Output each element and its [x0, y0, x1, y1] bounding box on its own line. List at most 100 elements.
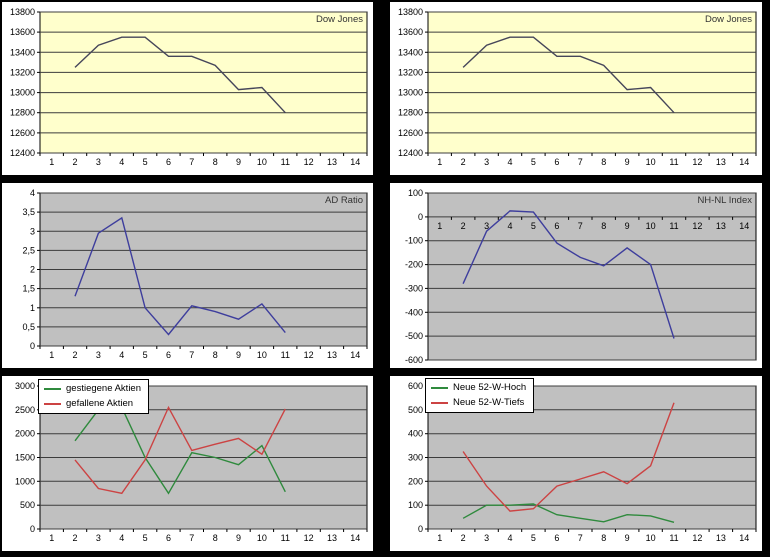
- x-tick-label: 1: [49, 533, 54, 543]
- x-tick-label: 3: [484, 157, 489, 167]
- x-tick-label: 14: [739, 533, 749, 543]
- y-tick-label: 200: [408, 476, 423, 486]
- legend-label: Neue 52-W-Hoch: [453, 382, 527, 393]
- x-tick-label: 9: [625, 157, 630, 167]
- chart-title: NH-NL Index: [697, 195, 752, 206]
- y-tick-label: 13800: [10, 7, 35, 17]
- plot-area: [427, 192, 757, 361]
- chart-title: AD Ratio: [324, 195, 363, 206]
- x-tick-label: 11: [281, 533, 290, 543]
- series-line-dow-jones: [74, 36, 286, 114]
- x-tick-label: 12: [304, 157, 314, 167]
- x-tick-label: 9: [236, 157, 241, 167]
- y-tick-label: 300: [408, 453, 423, 463]
- y-tick-label: 100: [408, 188, 423, 198]
- x-tick-label: 7: [189, 533, 194, 543]
- x-tick-label: 5: [143, 157, 148, 167]
- chart-title: Dow Jones: [705, 14, 752, 25]
- y-tick-label: 0: [30, 341, 35, 351]
- x-tick-label: 10: [257, 350, 267, 360]
- legend-item-neue-52w-hoch: Neue 52-W-Hoch: [431, 381, 526, 394]
- x-tick-label: 5: [143, 533, 148, 543]
- x-tick-label: 3: [96, 350, 101, 360]
- x-tick-label: 7: [189, 157, 194, 167]
- y-tick-label: 500: [20, 500, 35, 510]
- y-tick-label: 12800: [398, 108, 423, 118]
- x-tick-label: 7: [578, 533, 583, 543]
- x-tick-label: 11: [669, 221, 678, 231]
- y-tick-label: -500: [405, 331, 423, 341]
- y-tick-label: 13600: [398, 27, 423, 37]
- y-tick-label: 2500: [15, 405, 35, 415]
- y-tick-label: 0,5: [22, 322, 35, 332]
- y-tick-label: 12600: [10, 128, 35, 138]
- x-tick-label: 3: [96, 533, 101, 543]
- x-tick-label: 12: [692, 157, 702, 167]
- series-line-neue-52-w-tiefs: [462, 402, 675, 512]
- legend-line-swatch: [44, 387, 61, 390]
- x-tick-label: 9: [625, 533, 630, 543]
- x-tick-label: 10: [646, 533, 656, 543]
- x-tick-label: 1: [437, 533, 442, 543]
- y-tick-label: 3: [30, 226, 35, 236]
- dow-jones-left-plot: 13800 13600 13400 13200 13000 12800 12600 12400…: [10, 7, 368, 167]
- legend-item-neue-52w-tiefs: Neue 52-W-Tiefs: [431, 396, 526, 409]
- x-tick-label: 2: [461, 533, 466, 543]
- y-tick-label: 13200: [10, 67, 35, 77]
- series-line-gefallene-aktien: [74, 405, 286, 495]
- x-tick-label: 7: [578, 221, 583, 231]
- y-tick-label: -300: [405, 283, 423, 293]
- y-tick-label: 1,5: [22, 284, 35, 294]
- x-tick-label: 11: [669, 157, 678, 167]
- x-tick-label: 5: [143, 350, 148, 360]
- y-tick-label: 13000: [398, 88, 423, 98]
- y-tick-label: -200: [405, 260, 423, 270]
- series-line-nh-nl-index: [462, 210, 675, 339]
- x-tick-label: 6: [166, 157, 171, 167]
- chart-panel-dow-jones-right: 13800 13600 13400 13200 13000 12800 12600 12400…: [390, 2, 762, 175]
- x-tick-label: 6: [554, 157, 559, 167]
- x-tick-label: 7: [189, 350, 194, 360]
- chart-panel-52w-hoch-tiefs: 600 500 400 300 200 100 0 1 2 3 4 5 6 7 8 9 10 11 12 13 14 N…: [390, 376, 762, 551]
- legend-item-gestiegene-aktien: gestiegene Aktien: [44, 382, 141, 395]
- legend: Neue 52-W-Hoch Neue 52-W-Tiefs: [425, 378, 535, 413]
- y-tick-label: 2000: [15, 429, 35, 439]
- x-tick-label: 4: [507, 221, 512, 231]
- dow-jones-right-plot: 13800 13600 13400 13200 13000 12800 12600 12400…: [398, 7, 757, 167]
- y-tick-label: 12400: [10, 148, 35, 158]
- y-tick-label: 0: [418, 524, 423, 534]
- x-tick-label: 8: [601, 221, 606, 231]
- legend-label: gefallene Aktien: [66, 398, 134, 409]
- y-tick-label: 2,5: [22, 245, 35, 255]
- x-tick-label: 2: [461, 221, 466, 231]
- x-tick-label: 8: [213, 157, 218, 167]
- y-tick-label: 3000: [15, 381, 35, 391]
- x-tick-label: 14: [350, 350, 360, 360]
- legend-label: gestiegene Aktien: [66, 383, 142, 394]
- y-tick-label: 13400: [398, 47, 423, 57]
- x-tick-label: 8: [601, 157, 606, 167]
- chart-title: Dow Jones: [316, 14, 363, 25]
- x-tick-label: 1: [437, 157, 442, 167]
- x-tick-label: 12: [304, 533, 314, 543]
- y-tick-label: 100: [408, 500, 423, 510]
- x-tick-label: 7: [578, 157, 583, 167]
- x-tick-label: 14: [350, 157, 360, 167]
- x-tick-label: 5: [531, 157, 536, 167]
- x-tick-label: 13: [327, 157, 337, 167]
- y-tick-label: 1: [30, 303, 35, 313]
- x-tick-label: 9: [236, 533, 241, 543]
- ad-ratio-plot: 43,532,521,510,501 2 3 4 5 6 7 8 9 10 11 12 13 14: [22, 188, 368, 360]
- legend-item-gefallene-aktien: gefallene Aktien: [44, 397, 141, 410]
- chart-panel-nh-nl-index: 100 0 -100 -200 -300 -400 -500 -600 1 2 3 4 5 6 7 8 9 10 1…: [390, 183, 762, 368]
- x-tick-label: 1: [437, 221, 442, 231]
- x-tick-label: 4: [119, 533, 124, 543]
- x-tick-label: 3: [484, 533, 489, 543]
- x-tick-label: 14: [739, 157, 749, 167]
- x-tick-label: 8: [601, 533, 606, 543]
- x-tick-label: 13: [716, 221, 726, 231]
- y-tick-label: 4: [30, 188, 35, 198]
